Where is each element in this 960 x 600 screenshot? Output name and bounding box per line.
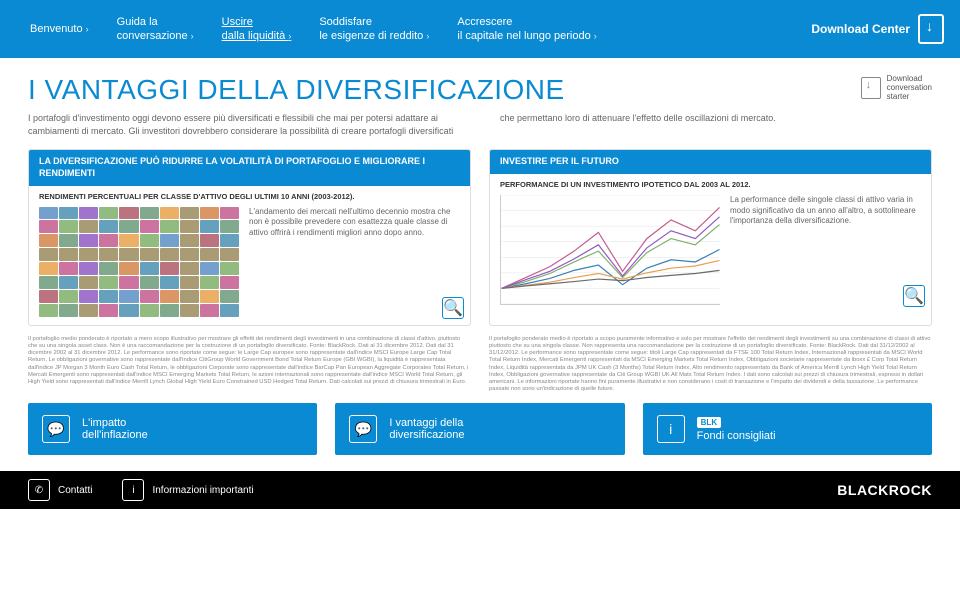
zoom-icon[interactable]: 🔍: [442, 297, 464, 319]
top-navigation: Benvenuto › Guida laconversazione › Usci…: [0, 0, 960, 58]
card1-side-text: L'andamento dei mercati nell'ultimo dece…: [249, 207, 460, 317]
download-small-icon: [861, 77, 881, 99]
link-diversificazione[interactable]: 💬 I vantaggi delladiversificazione: [335, 403, 624, 455]
info-icon: i: [122, 479, 144, 501]
card-future: INVESTIRE PER IL FUTURO PERFORMANCE DI U…: [489, 149, 932, 325]
nav-benvenuto[interactable]: Benvenuto ›: [16, 22, 103, 36]
card2-subtitle: PERFORMANCE DI UN INVESTIMENTO IPOTETICO…: [490, 174, 931, 191]
nav-guida[interactable]: Guida laconversazione ›: [103, 15, 208, 44]
link-inflazione[interactable]: 💬 L'impattodell'inflazione: [28, 403, 317, 455]
card2-header: INVESTIRE PER IL FUTURO: [490, 150, 931, 174]
footer-contatti[interactable]: ✆Contatti: [28, 479, 92, 501]
download-center-button[interactable]: Download Center: [811, 14, 944, 44]
download-conversation-starter[interactable]: Downloadconversationstarter: [861, 74, 932, 101]
download-icon: [918, 14, 944, 44]
card-diversification: LA DIVERSIFICAZIONE PUÒ RIDURRE LA VOLAT…: [28, 149, 471, 325]
brand-logo: BLACKROCK: [837, 482, 932, 498]
chat-icon: 💬: [349, 415, 377, 443]
card1-header: LA DIVERSIFICAZIONE PUÒ RIDURRE LA VOLAT…: [29, 150, 470, 185]
disclaimer-left: Il portafoglio medio ponderato è riporta…: [28, 336, 471, 394]
performance-line-chart: [500, 195, 720, 305]
footer: ✆Contatti iInformazioni importanti BLACK…: [0, 471, 960, 509]
chat-icon: 💬: [42, 415, 70, 443]
nav-uscire[interactable]: Usciredalla liquidità ›: [208, 15, 306, 44]
page-title: I VANTAGGI DELLA DIVERSIFICAZIONE: [28, 74, 565, 106]
nav-soddisfare[interactable]: Soddisfarele esigenze di reddito ›: [305, 15, 443, 44]
zoom-icon[interactable]: 🔍: [903, 285, 925, 307]
blk-badge: BLK: [697, 417, 721, 428]
nav-accrescere[interactable]: Accrescereil capitale nel lungo periodo …: [443, 15, 610, 44]
phone-icon: ✆: [28, 479, 50, 501]
disclaimer-right: Il portafoglio ponderato medio è riporta…: [489, 336, 932, 394]
intro-text: I portafogli d'investimento oggi devono …: [28, 112, 932, 137]
footer-info[interactable]: iInformazioni importanti: [122, 479, 253, 501]
link-fondi[interactable]: i BLKFondi consigliati: [643, 403, 932, 455]
periodic-table-chart: [39, 207, 239, 317]
card2-side-text: La performance delle singole classi di a…: [730, 195, 921, 305]
info-icon: i: [657, 415, 685, 443]
card1-subtitle: RENDIMENTI PERCENTUALI PER CLASSE D'ATTI…: [29, 186, 470, 203]
